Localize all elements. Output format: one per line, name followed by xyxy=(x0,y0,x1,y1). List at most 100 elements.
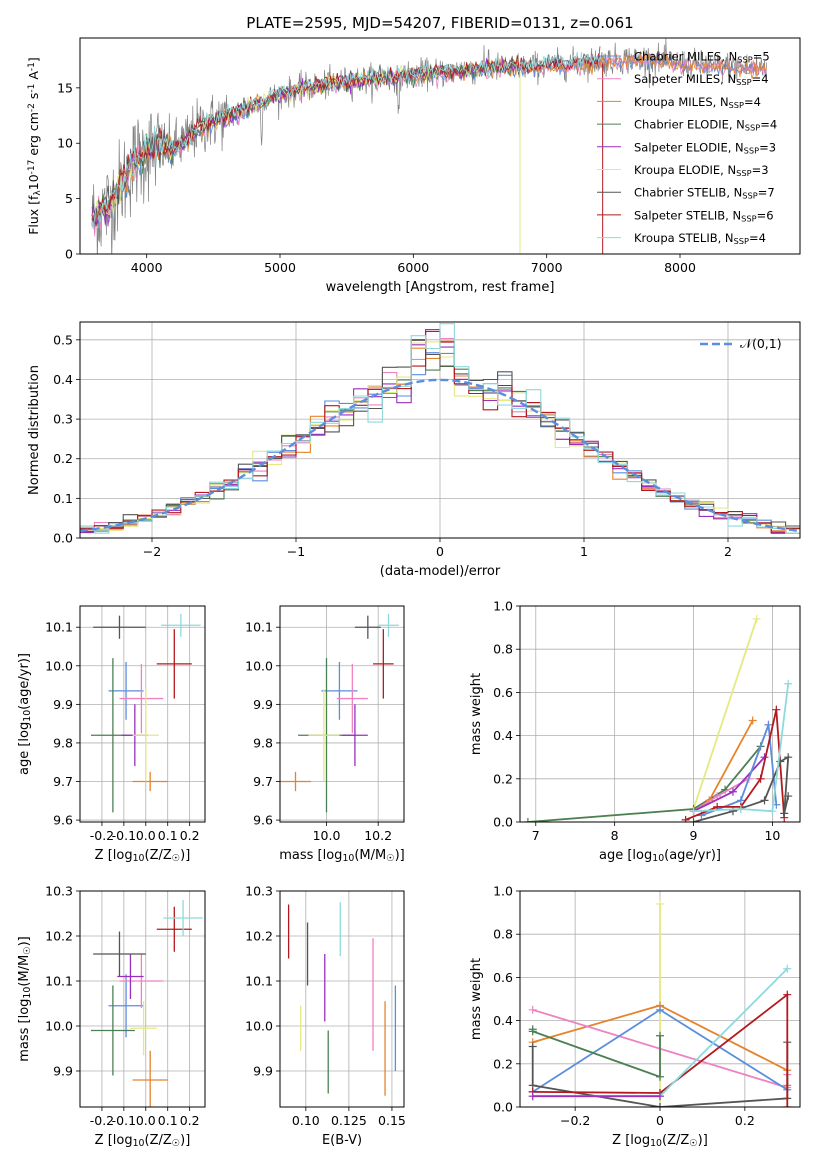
normal-distribution-curve xyxy=(80,378,800,533)
y-tick-label: 10.3 xyxy=(45,884,73,899)
legend-label: Kroupa STELIB, NSSP=4 xyxy=(634,231,766,246)
x-axis-label: wavelength [Angstrom, rest frame] xyxy=(326,280,555,295)
plot-marks xyxy=(91,38,768,254)
y-tick-label: 0.2 xyxy=(493,1056,513,1071)
y-tick-label: 10.0 xyxy=(45,658,73,673)
weight-marker xyxy=(681,815,690,822)
axes-frame xyxy=(79,321,801,539)
x-tick-label: 10.0 xyxy=(313,828,341,843)
weight-marker xyxy=(656,1072,664,1081)
y-tick-label: 10.0 xyxy=(45,1019,73,1034)
y-tick-label: 10.0 xyxy=(245,1019,273,1034)
x-tick-label: -0.2 xyxy=(90,828,114,843)
x-tick-label: 0.10 xyxy=(292,1113,320,1128)
x-tick-label: 0.2 xyxy=(180,828,200,843)
y-axis-label: mass weight xyxy=(469,958,484,1040)
plot-marks xyxy=(280,613,399,813)
weight-marker xyxy=(760,796,769,805)
legend-label: Salpeter STELIB, NSSP=6 xyxy=(634,208,774,223)
y-tick-label: 9.7 xyxy=(253,774,273,789)
weight-marker xyxy=(656,899,664,908)
panel-mass_vs_Z: -0.2-0.1 0.0 0.1 0.2 9.9 10.0 10.1 10.2 10.3 Z [l… xyxy=(17,884,206,1149)
weight-marker xyxy=(528,1005,537,1014)
y-tick-label: 10.1 xyxy=(245,974,273,989)
weight-marker xyxy=(764,720,773,729)
x-tick-label: 6000 xyxy=(397,260,429,275)
legend-label: Salpeter MILES, NSSP=4 xyxy=(634,72,769,87)
legend-label: 𝒩(0,1) xyxy=(740,336,782,351)
weight-marker xyxy=(756,774,765,783)
x-tick-label: 0.125 xyxy=(331,1113,367,1128)
x-tick-label: 0.15 xyxy=(378,1113,406,1128)
y-tick-label: 10.2 xyxy=(245,929,273,944)
plot-area xyxy=(280,606,404,822)
x-tick-label: 0.0 xyxy=(136,1113,156,1128)
x-axis-label: age [log10(age/yr)] xyxy=(599,848,721,864)
weight-marker xyxy=(752,614,761,623)
x-tick-label: 8000 xyxy=(664,260,696,275)
plot-marks xyxy=(523,614,793,822)
x-tick-label: 4000 xyxy=(131,260,163,275)
plot-area xyxy=(80,606,205,822)
weight-marker xyxy=(736,805,745,814)
x-tick-label: -0.2 xyxy=(90,1113,114,1128)
x-tick-label: 8 xyxy=(611,828,619,843)
x-axis-label: E(B-V) xyxy=(322,1133,362,1148)
x-axis-label: mass [log10(M/M☉)] xyxy=(279,848,405,864)
weight-marker xyxy=(689,807,698,816)
y-tick-label: 10.0 xyxy=(245,658,273,673)
x-tick-label: 0 xyxy=(436,544,444,559)
y-tick-label: 0.6 xyxy=(493,970,513,985)
weight-marker xyxy=(784,679,793,688)
legend-label: Chabrier MILES, NSSP=5 xyxy=(634,50,770,65)
axes-frame xyxy=(519,890,801,1108)
panel-age_vs_Z: -0.2-0.1 0.0 0.1 0.2 9.6 9.7 9.8 9.9 10.0 10.1 Z [… xyxy=(17,605,206,864)
x-tick-label: 2 xyxy=(724,544,732,559)
weight-marker xyxy=(783,1103,792,1107)
axes-frame xyxy=(279,890,405,1108)
plot-area xyxy=(80,891,205,1107)
y-axis-label: Normed distribution xyxy=(27,365,42,495)
weight-line-chabrier-miles xyxy=(701,724,778,817)
y-tick-label: 10.1 xyxy=(45,974,73,989)
x-tick-label: 5000 xyxy=(264,260,296,275)
y-axis-label: Flux [fλ10-17 erg cm-2 s-1 A-1] xyxy=(26,57,43,235)
weight-marker xyxy=(656,1031,664,1040)
legend-label: Chabrier STELIB, NSSP=7 xyxy=(634,186,775,201)
x-tick-label: 0.0 xyxy=(136,828,156,843)
y-tick-label: 0.1 xyxy=(53,491,73,506)
y-tick-label: 0.0 xyxy=(53,531,73,546)
x-tick-label: 0 xyxy=(656,1113,664,1128)
y-tick-label: 0.8 xyxy=(493,642,513,657)
y-tick-label: 9.9 xyxy=(53,1064,73,1079)
y-tick-label: 10.2 xyxy=(45,929,73,944)
y-tick-label: 9.6 xyxy=(253,813,273,828)
weight-marker xyxy=(523,818,532,822)
y-tick-label: 0.5 xyxy=(53,332,73,347)
weight-marker xyxy=(689,818,698,822)
y-axis-label: mass weight xyxy=(469,673,484,755)
y-axis-label: mass [log10(M/M☉)] xyxy=(17,936,33,1062)
y-tick-label: 0.3 xyxy=(53,412,73,427)
weight-marker xyxy=(656,1092,664,1101)
legend-label: Salpeter ELODIE, NSSP=3 xyxy=(634,140,776,155)
x-tick-label: 0.2 xyxy=(180,1113,200,1128)
model-spectrum-kroupa-stelib xyxy=(91,51,601,230)
y-tick-label: 9.6 xyxy=(53,813,73,828)
y-tick-label: 1.0 xyxy=(493,884,513,899)
axes-frame xyxy=(79,605,206,823)
y-tick-label: 0.4 xyxy=(493,1013,513,1028)
panel-weights_vs_age: 7 8 9 10 0.0 0.2 0.4 0.6 0.8 1.0 age [log10(age/yr… xyxy=(469,599,801,864)
y-tick-label: 10.3 xyxy=(245,884,273,899)
weight-marker xyxy=(784,792,793,801)
panel-residuals: −2 −1 0 1 2 0.0 0.1 0.2 0.3 0.4 0.5 (data-model)/er… xyxy=(27,321,801,579)
x-tick-label: 7000 xyxy=(531,260,563,275)
y-tick-label: 9.8 xyxy=(53,735,73,750)
x-tick-label: 10.2 xyxy=(364,828,392,843)
y-tick-label: 9.8 xyxy=(253,735,273,750)
legend-label: Kroupa ELODIE, NSSP=3 xyxy=(634,163,769,178)
weight-line-salpeter-stelib xyxy=(532,992,789,1107)
x-tick-label: -0.1 xyxy=(112,828,136,843)
